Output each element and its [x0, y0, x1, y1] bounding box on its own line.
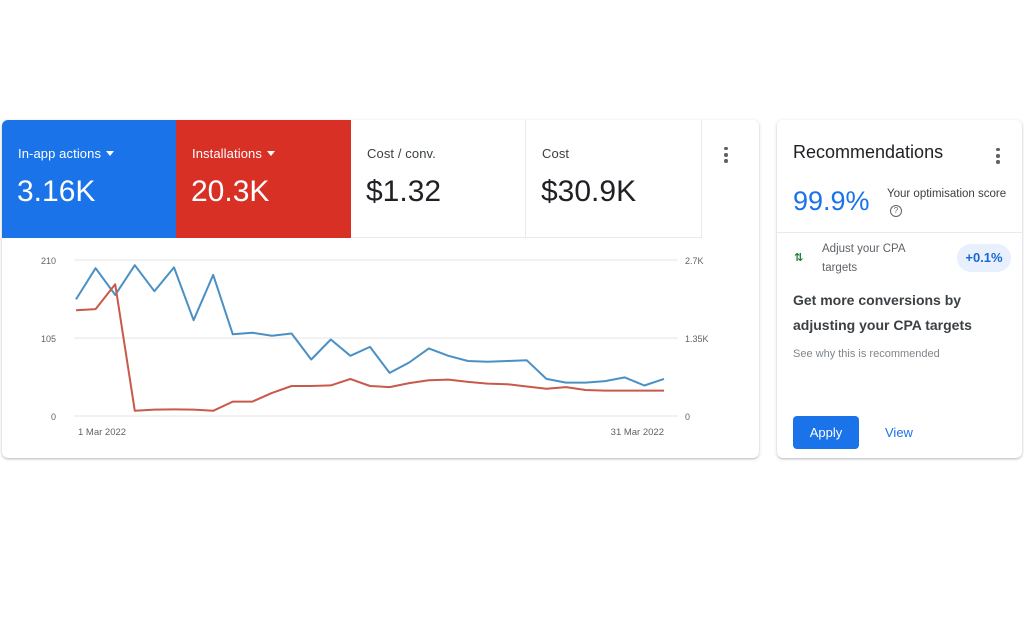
metric-tile-cost[interactable]: Cost $30.9K	[526, 120, 702, 238]
metric-label: Installations	[192, 146, 275, 161]
left-axis-tick-label: 0	[51, 412, 56, 422]
metric-label-text: Installations	[192, 146, 262, 161]
metric-label: In-app actions	[18, 146, 115, 161]
view-link[interactable]: View	[885, 425, 913, 440]
metric-tile-in-app-actions[interactable]: In-app actions 3.16K	[2, 120, 176, 238]
bid-adjust-icon: ⇅	[794, 252, 804, 264]
dropdown-caret-icon[interactable]	[266, 151, 275, 156]
help-icon[interactable]: ?	[890, 205, 902, 217]
apply-button[interactable]: Apply	[793, 416, 859, 449]
metric-value: 20.3K	[191, 175, 270, 208]
dropdown-caret-icon[interactable]	[106, 151, 115, 156]
metric-tiles: In-app actions 3.16K Installations 20.3K…	[2, 120, 759, 238]
metric-value: $1.32	[366, 175, 442, 208]
metric-value: $30.9K	[541, 175, 637, 208]
recommendations-title: Recommendations	[793, 142, 944, 162]
series-line-in-app-actions	[75, 264, 665, 387]
more-vert-icon[interactable]	[995, 148, 1001, 168]
optimisation-score-label: Your optimisation score?	[887, 186, 1007, 218]
metric-label: Cost	[542, 146, 570, 161]
right-axis-tick-label: 1.35K	[685, 334, 709, 344]
metric-label: Cost / conv.	[367, 146, 436, 161]
divider	[777, 232, 1022, 233]
more-vert-icon[interactable]	[723, 147, 729, 167]
left-axis-tick-label: 210	[41, 256, 56, 266]
why-recommended-link[interactable]: See why this is recommended	[793, 348, 940, 360]
score-label-text: Your optimisation score	[887, 188, 1007, 200]
left-axis-tick-label: 105	[41, 334, 56, 344]
performance-line-chart: 210 2.7K 105 1.35K 0 0 1 Mar 2022 31 Mar 2022	[41, 256, 709, 438]
uplift-badge: +0.1%	[957, 244, 1011, 272]
x-axis-tick-label: 31 Mar 2022	[611, 427, 664, 438]
series-line-installations	[75, 283, 664, 412]
metric-tile-installations[interactable]: Installations 20.3K	[176, 120, 351, 238]
performance-card: In-app actions 3.16K Installations 20.3K…	[2, 120, 759, 458]
metric-label-text: In-app actions	[18, 146, 102, 161]
right-axis-tick-label: 0	[685, 412, 690, 422]
recommendation-type: Adjust your CPA targets	[822, 243, 905, 274]
recommendation-headline: Get more conversions by adjusting your C…	[793, 292, 972, 333]
metric-tile-cost-per-conv[interactable]: Cost / conv. $1.32	[351, 120, 526, 238]
x-axis-tick-label: 1 Mar 2022	[78, 427, 126, 438]
recommendations-card: Recommendations 99.9% Your optimisation …	[777, 120, 1022, 458]
metric-value: 3.16K	[17, 175, 96, 208]
optimisation-score: 99.9%	[793, 186, 870, 216]
right-axis-tick-label: 2.7K	[685, 256, 704, 266]
